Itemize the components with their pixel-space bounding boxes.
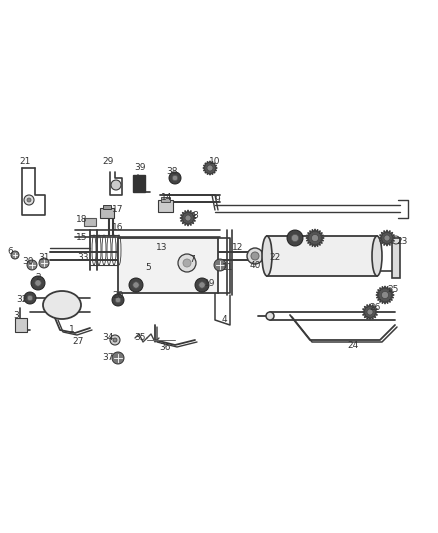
Circle shape	[183, 259, 191, 267]
Text: 20: 20	[112, 290, 124, 300]
Text: 18: 18	[76, 215, 88, 224]
Text: 39: 39	[134, 164, 146, 173]
Circle shape	[207, 165, 213, 171]
Polygon shape	[133, 175, 145, 192]
Text: 22: 22	[269, 254, 281, 262]
Text: 35: 35	[134, 334, 146, 343]
Circle shape	[110, 335, 120, 345]
Text: 17: 17	[112, 206, 124, 214]
Circle shape	[111, 180, 121, 190]
Circle shape	[367, 309, 373, 315]
Circle shape	[384, 235, 390, 241]
Circle shape	[35, 280, 41, 286]
Text: 10: 10	[209, 157, 221, 166]
Text: 8: 8	[192, 211, 198, 220]
Ellipse shape	[372, 236, 382, 276]
Text: 2: 2	[35, 273, 41, 282]
Bar	[267, 236, 377, 276]
Circle shape	[39, 258, 49, 268]
Bar	[103, 205, 111, 209]
Polygon shape	[203, 161, 217, 175]
Circle shape	[178, 254, 196, 272]
Text: 7: 7	[189, 255, 195, 264]
Polygon shape	[180, 210, 196, 226]
Circle shape	[199, 282, 205, 288]
Circle shape	[381, 292, 389, 298]
Circle shape	[287, 230, 303, 246]
Text: 32: 32	[16, 295, 28, 304]
Text: 23: 23	[396, 238, 408, 246]
Text: 24: 24	[347, 341, 359, 350]
Text: 34: 34	[102, 334, 114, 343]
Bar	[15, 318, 27, 332]
Bar	[84, 218, 96, 226]
Text: 26: 26	[369, 303, 381, 312]
Circle shape	[115, 297, 121, 303]
Text: 9: 9	[214, 196, 220, 205]
Circle shape	[11, 251, 19, 259]
Circle shape	[112, 294, 124, 306]
Circle shape	[24, 292, 36, 304]
Text: 3: 3	[13, 311, 19, 319]
Polygon shape	[362, 304, 378, 320]
Text: 25: 25	[387, 286, 399, 295]
Text: 27: 27	[72, 337, 84, 346]
Text: 21: 21	[19, 157, 31, 166]
Text: 29: 29	[102, 157, 114, 166]
Circle shape	[251, 252, 259, 260]
Polygon shape	[306, 229, 324, 247]
Circle shape	[185, 215, 191, 221]
Text: 11: 11	[222, 263, 234, 272]
Text: 12: 12	[232, 244, 244, 253]
Text: 38: 38	[166, 167, 178, 176]
Text: 36: 36	[159, 343, 171, 352]
Text: 40: 40	[249, 261, 261, 270]
Bar	[392, 238, 400, 278]
Circle shape	[291, 235, 299, 241]
Circle shape	[247, 248, 263, 264]
Circle shape	[311, 235, 318, 241]
Bar	[100, 208, 114, 218]
Text: 13: 13	[156, 244, 168, 253]
Bar	[118, 238, 218, 293]
Text: 33: 33	[77, 254, 89, 262]
Polygon shape	[379, 230, 395, 246]
Text: 4: 4	[221, 316, 227, 325]
Text: 37: 37	[102, 353, 114, 362]
Circle shape	[172, 175, 178, 181]
Circle shape	[169, 172, 181, 184]
Text: 14: 14	[161, 193, 173, 203]
Text: 30: 30	[22, 257, 34, 266]
Circle shape	[113, 338, 117, 342]
Ellipse shape	[266, 312, 274, 320]
Text: 15: 15	[76, 233, 88, 243]
Text: 19: 19	[204, 279, 216, 288]
Polygon shape	[376, 286, 394, 304]
Bar	[158, 200, 173, 212]
Circle shape	[31, 276, 45, 290]
Circle shape	[195, 278, 209, 292]
Circle shape	[133, 282, 139, 288]
Circle shape	[27, 295, 33, 301]
Circle shape	[27, 260, 37, 270]
Circle shape	[112, 352, 124, 364]
Ellipse shape	[43, 291, 81, 319]
Text: 31: 31	[38, 254, 50, 262]
Circle shape	[129, 278, 143, 292]
Text: 5: 5	[145, 263, 151, 272]
Bar	[161, 197, 170, 202]
Circle shape	[27, 198, 31, 202]
Text: 16: 16	[112, 223, 124, 232]
Circle shape	[24, 195, 34, 205]
Ellipse shape	[262, 236, 272, 276]
Text: 6: 6	[7, 247, 13, 256]
Text: 1: 1	[69, 326, 75, 335]
Circle shape	[214, 259, 226, 271]
